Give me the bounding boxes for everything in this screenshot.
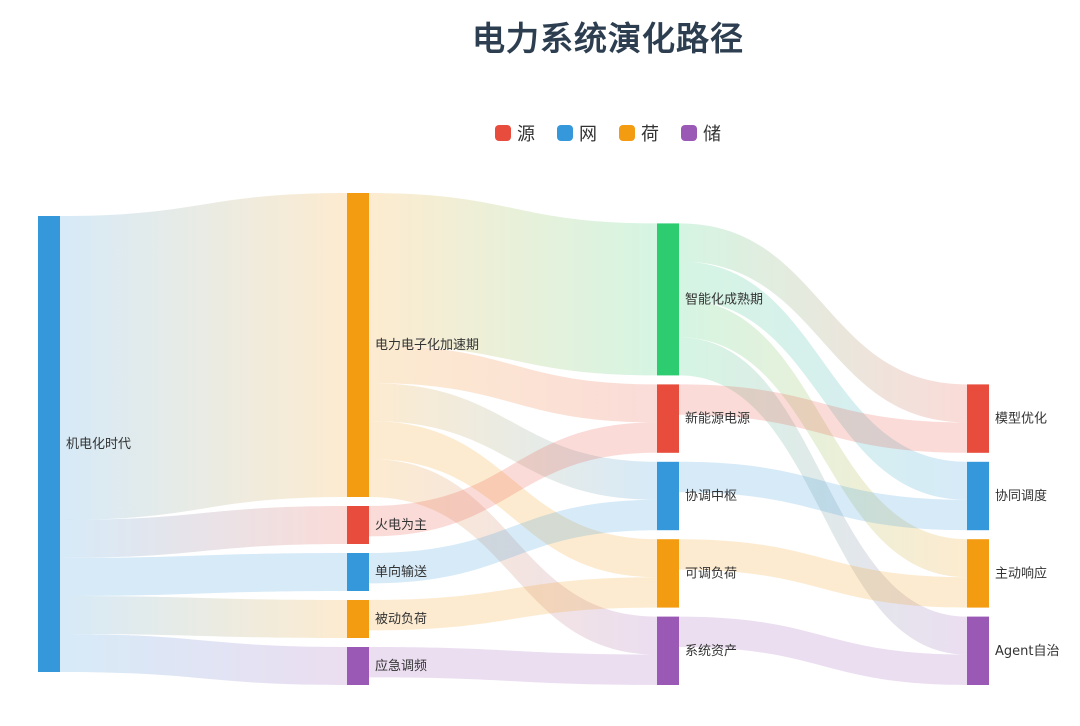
sankey-node-label-n0: 机电化时代 — [66, 437, 131, 452]
sankey-node-label-n11: 模型优化 — [995, 412, 1047, 427]
sankey-node-n4[interactable] — [347, 600, 369, 638]
link-n9-n13[interactable] — [679, 539, 967, 608]
sankey-node-label-n9: 可调负荷 — [685, 566, 737, 581]
link-n6-n11[interactable] — [679, 223, 967, 423]
legend-label-source: 源 — [517, 124, 535, 145]
sankey-node-n3[interactable] — [347, 553, 369, 591]
sankey-node-label-n4: 被动负荷 — [375, 612, 427, 627]
sankey-node-label-n14: Agent自治 — [995, 644, 1059, 659]
nodes-layer — [38, 193, 989, 685]
link-n2-n7[interactable] — [369, 422, 657, 537]
link-n0-n3[interactable] — [60, 553, 347, 596]
sankey-node-label-n12: 协同调度 — [995, 488, 1047, 504]
sankey-node-n8[interactable] — [657, 461, 679, 531]
legend: 源 网 荷 储 — [0, 120, 1080, 146]
legend-swatch-load — [619, 125, 635, 141]
sankey-node-n13[interactable] — [967, 539, 989, 608]
link-n0-n4[interactable] — [60, 596, 347, 638]
link-n0-n1[interactable] — [60, 193, 347, 520]
sankey-node-label-n3: 单向输送 — [375, 564, 427, 580]
link-n1-n7[interactable] — [369, 345, 657, 423]
legend-swatch-grid — [557, 125, 573, 141]
sankey-node-label-n13: 主动响应 — [995, 565, 1047, 581]
link-n7-n11[interactable] — [679, 384, 967, 453]
sankey-node-label-n2: 火电为主 — [375, 518, 427, 533]
legend-label-grid: 网 — [579, 124, 597, 145]
sankey-node-label-n10: 系统资产 — [685, 644, 737, 659]
sankey-node-label-n5: 应急调频 — [375, 658, 427, 674]
link-n6-n12[interactable] — [679, 261, 967, 500]
sankey-node-label-n6: 智能化成熟期 — [685, 291, 763, 307]
sankey-node-n5[interactable] — [347, 647, 369, 685]
link-n10-n14[interactable] — [679, 616, 967, 685]
sankey-node-n9[interactable] — [657, 539, 679, 608]
links-layer — [60, 193, 967, 685]
sankey-node-n6[interactable] — [657, 223, 679, 376]
sankey-node-n14[interactable] — [967, 616, 989, 685]
sankey-node-label-n8: 协调中枢 — [685, 489, 737, 504]
sankey-node-n7[interactable] — [657, 384, 679, 453]
link-n5-n10[interactable] — [369, 647, 657, 685]
link-n6-n13[interactable] — [679, 299, 967, 578]
legend-swatch-storage — [681, 125, 697, 141]
legend-label-load: 荷 — [641, 124, 659, 145]
sankey-node-n2[interactable] — [347, 506, 369, 544]
sankey-node-label-n1: 电力电子化加速期 — [375, 338, 479, 353]
legend-item-grid[interactable]: 网 — [557, 120, 597, 146]
legend-item-storage[interactable]: 储 — [681, 120, 721, 146]
legend-item-load[interactable]: 荷 — [619, 120, 659, 146]
link-n1-n9[interactable] — [369, 421, 657, 578]
chart-title: 电力系统演化路径 — [472, 19, 744, 58]
sankey-node-label-n7: 新能源电源 — [685, 411, 750, 427]
legend-label-storage: 储 — [703, 124, 721, 145]
legend-item-source[interactable]: 源 — [495, 120, 535, 146]
link-n8-n12[interactable] — [679, 461, 967, 531]
link-n1-n8[interactable] — [369, 383, 657, 500]
sankey-node-n11[interactable] — [967, 384, 989, 453]
link-n4-n9[interactable] — [369, 577, 657, 631]
link-n0-n5[interactable] — [60, 634, 347, 685]
legend-swatch-source — [495, 125, 511, 141]
link-n3-n8[interactable] — [369, 499, 657, 584]
sankey-node-n12[interactable] — [967, 461, 989, 531]
sankey-node-n1[interactable] — [347, 193, 369, 497]
link-n0-n2[interactable] — [60, 506, 347, 558]
sankey-node-n0[interactable] — [38, 216, 60, 672]
sankey-node-n10[interactable] — [657, 616, 679, 685]
link-n1-n6[interactable] — [369, 193, 657, 376]
